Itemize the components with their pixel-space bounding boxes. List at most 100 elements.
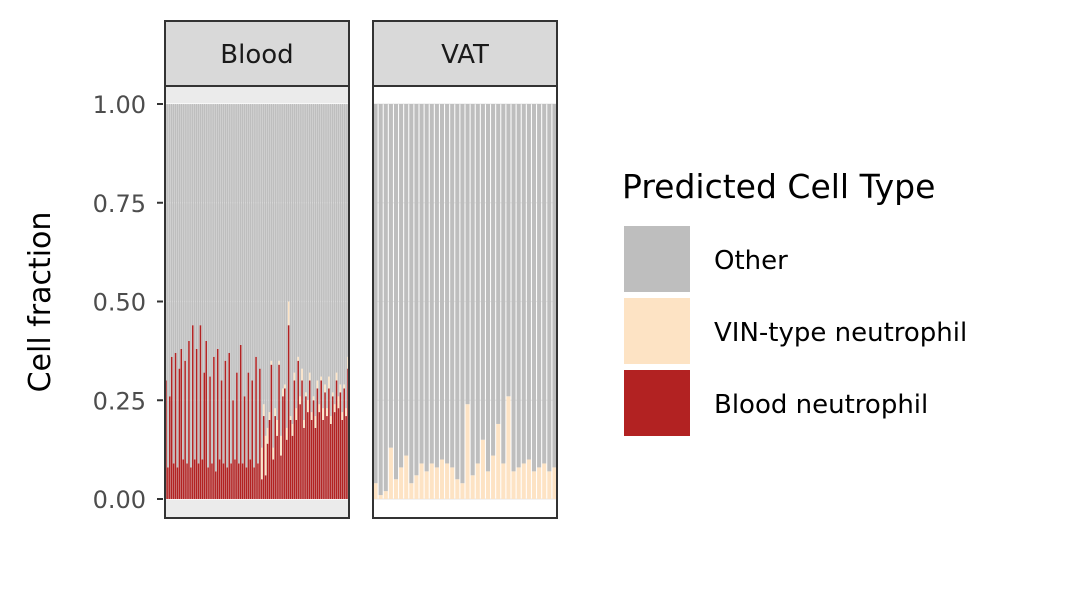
bar-segment-blood-neutrophil	[299, 404, 301, 499]
bar-segment-blood-neutrophil	[188, 341, 190, 499]
bar-segment-other	[266, 104, 269, 428]
bar-segment-blood-neutrophil	[287, 325, 290, 499]
bar-segment-blood-neutrophil	[176, 467, 179, 499]
bar-segment-vin-type-neutrophil	[434, 467, 439, 499]
bar-segment-vin-type-neutrophil	[455, 479, 460, 499]
bar-segment-other	[511, 104, 516, 472]
bar-segment-blood-neutrophil	[180, 348, 183, 499]
bar-segment-other	[276, 104, 278, 420]
bar-segment-vin-type-neutrophil	[343, 384, 345, 389]
bar-segment-blood-neutrophil	[167, 467, 169, 499]
bar-segment-other	[169, 104, 171, 397]
bar-segment-blood-neutrophil	[343, 388, 345, 499]
bar-segment-other	[318, 104, 321, 405]
bar-segment-blood-neutrophil	[341, 420, 344, 499]
bar-segment-vin-type-neutrophil	[278, 360, 280, 365]
bar-segment-vin-type-neutrophil	[264, 435, 267, 476]
bar-segment-blood-neutrophil	[259, 368, 261, 499]
bar-segment-other	[215, 104, 217, 472]
bar-segment-other	[373, 104, 378, 484]
bar-segment-other	[470, 104, 475, 476]
bar-segment-other	[295, 104, 298, 409]
bar-segment-blood-neutrophil	[308, 380, 311, 499]
bar-segment-other	[259, 104, 261, 369]
bar-segment-vin-type-neutrophil	[289, 416, 292, 420]
bar-segment-other	[205, 104, 207, 341]
bar-segment-vin-type-neutrophil	[285, 427, 288, 440]
bar-segment-other	[284, 104, 286, 385]
bar-segment-blood-neutrophil	[220, 380, 223, 499]
bar-segment-other	[190, 104, 192, 468]
bar-segment-other	[211, 104, 213, 464]
bar-segment-vin-type-neutrophil	[393, 479, 399, 499]
bar-segment-blood-neutrophil	[174, 352, 177, 499]
bar-segment-other	[496, 104, 501, 424]
bar-segment-other	[521, 104, 526, 464]
bar-segment-vin-type-neutrophil	[465, 404, 470, 499]
bar-segment-blood-neutrophil	[297, 360, 299, 499]
bar-segment-vin-type-neutrophil	[531, 471, 537, 499]
bar-segment-vin-type-neutrophil	[318, 404, 321, 413]
bar-segment-blood-neutrophil	[261, 479, 263, 499]
bar-segment-vin-type-neutrophil	[537, 467, 542, 499]
bar-segment-vin-type-neutrophil	[287, 301, 290, 326]
bar-segment-other	[516, 104, 521, 468]
bar-segment-blood-neutrophil	[270, 364, 273, 499]
bar-segment-other	[203, 104, 206, 373]
bar-segment-other	[434, 104, 439, 468]
bar-segment-blood-neutrophil	[178, 368, 181, 499]
bar-segment-other	[262, 104, 265, 405]
bar-segment-other	[429, 104, 434, 464]
bar-segment-other	[491, 104, 496, 456]
bar-segment-vin-type-neutrophil	[511, 471, 516, 499]
legend-label: VIN-type neutrophil	[714, 318, 967, 348]
bar-segment-vin-type-neutrophil	[299, 396, 301, 405]
bar-segment-vin-type-neutrophil	[270, 360, 273, 365]
bar-segment-blood-neutrophil	[243, 396, 246, 499]
bar-segment-blood-neutrophil	[318, 412, 321, 499]
bar-segment-vin-type-neutrophil	[282, 388, 284, 397]
bar-segment-other	[170, 104, 173, 357]
bar-segment-other	[331, 104, 334, 393]
bar-segment-blood-neutrophil	[192, 325, 194, 499]
bar-segment-vin-type-neutrophil	[328, 376, 330, 389]
bar-segment-vin-type-neutrophil	[404, 455, 409, 499]
bar-segment-blood-neutrophil	[209, 376, 211, 499]
bar-segment-other	[201, 104, 204, 460]
bar-segment-blood-neutrophil	[205, 341, 207, 499]
y-tick-label: 0.50	[93, 289, 146, 317]
bar-segment-blood-neutrophil	[215, 471, 217, 499]
bar-segment-other	[228, 104, 230, 353]
bar-segment-vin-type-neutrophil	[383, 491, 388, 499]
bar-segment-vin-type-neutrophil	[330, 416, 332, 424]
bar-segment-other	[218, 104, 221, 460]
bar-segment-other	[255, 104, 257, 357]
bar-segment-other	[547, 104, 552, 472]
bar-segment-vin-type-neutrophil	[460, 483, 465, 499]
bar-segment-blood-neutrophil	[272, 459, 275, 499]
bar-segment-other	[282, 104, 284, 389]
bar-segment-blood-neutrophil	[333, 412, 336, 499]
y-tick-label: 1.00	[93, 91, 146, 119]
bar-segment-blood-neutrophil	[169, 396, 171, 499]
bar-segment-vin-type-neutrophil	[314, 416, 317, 428]
bar-segment-other	[182, 104, 184, 460]
bar-segment-blood-neutrophil	[339, 392, 342, 499]
bar-segment-blood-neutrophil	[335, 380, 338, 499]
bar-segment-other	[297, 104, 299, 357]
bar-segment-blood-neutrophil	[213, 356, 215, 499]
bar-segment-blood-neutrophil	[236, 372, 238, 499]
bar-segment-vin-type-neutrophil	[345, 408, 347, 417]
bar-segment-blood-neutrophil	[195, 348, 198, 499]
bar-segment-blood-neutrophil	[222, 463, 225, 499]
bar-segment-other	[186, 104, 188, 464]
bar-segment-other	[213, 104, 215, 357]
bar-segment-other	[312, 104, 315, 397]
bar-segment-vin-type-neutrophil	[310, 412, 313, 420]
bar-segment-other	[207, 104, 209, 468]
y-tick-label: 0.75	[93, 190, 146, 218]
bar-segment-other	[232, 104, 234, 401]
bar-segment-vin-type-neutrophil	[337, 396, 340, 409]
bar-segment-blood-neutrophil	[232, 400, 234, 499]
